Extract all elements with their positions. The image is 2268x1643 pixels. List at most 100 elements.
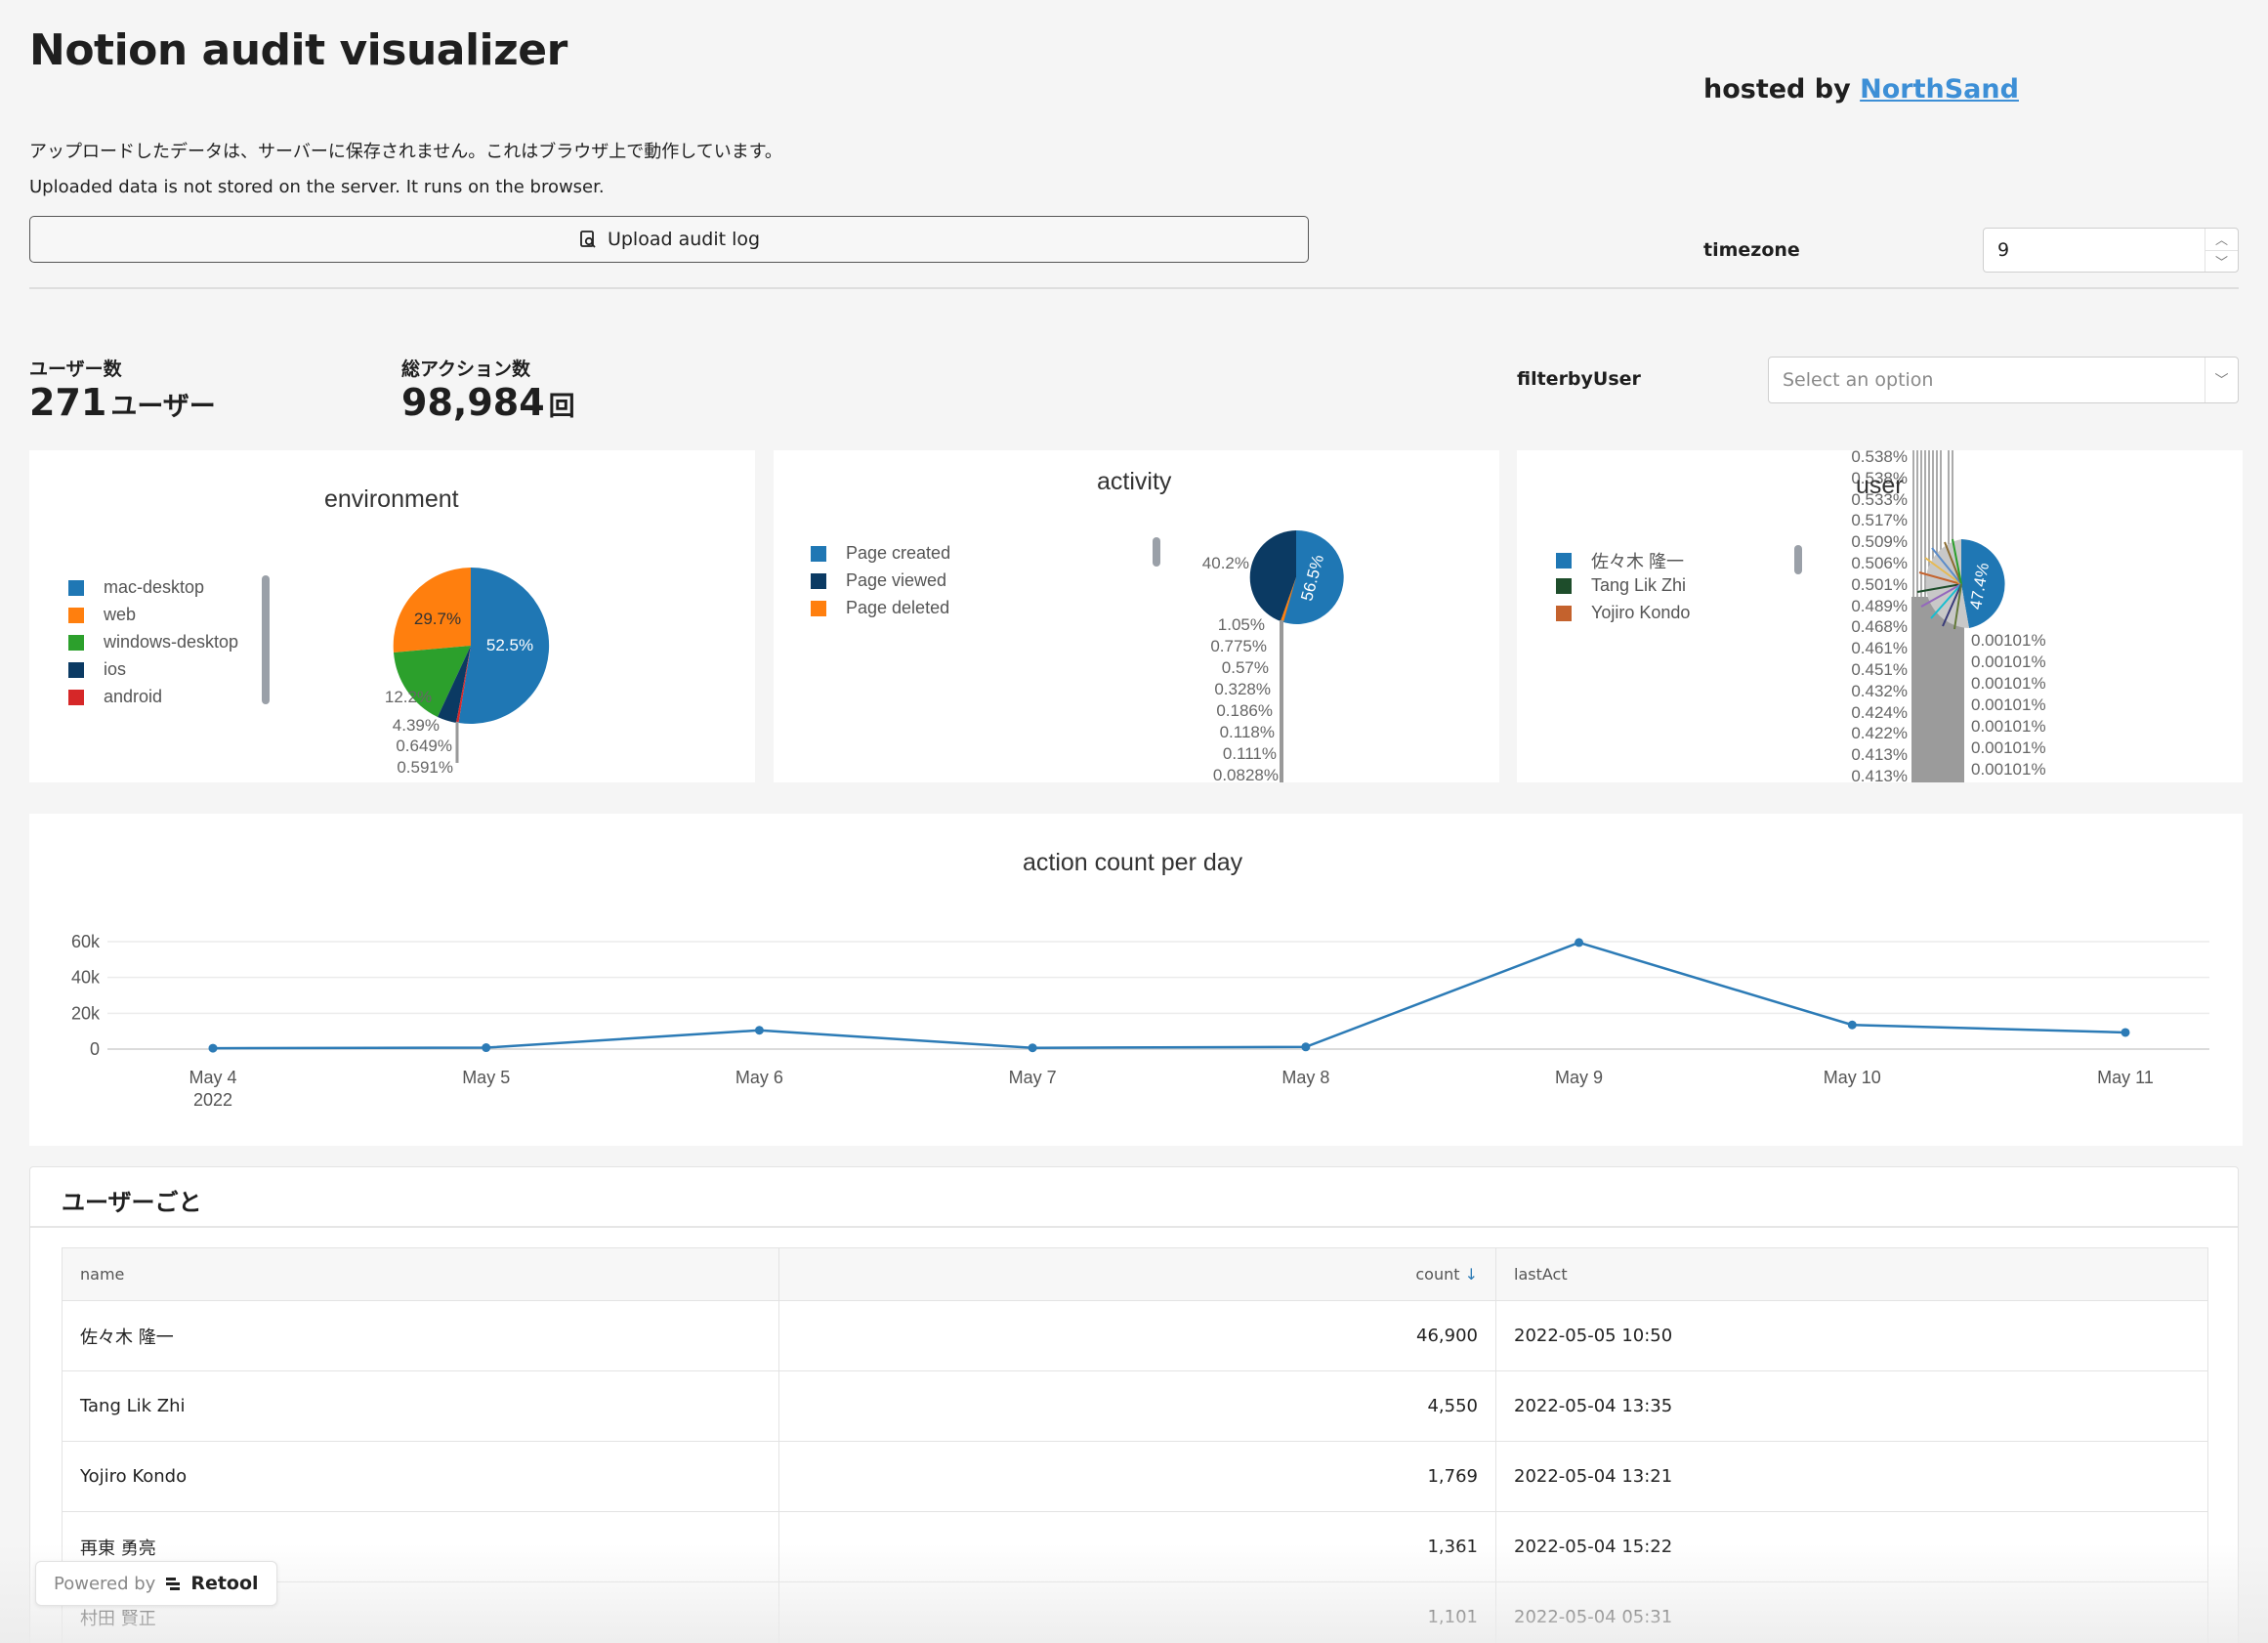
upload-audit-log-button[interactable]: Upload audit log: [29, 216, 1309, 263]
legend-swatch: [68, 661, 84, 678]
legend-label: Page viewed: [846, 570, 947, 590]
timezone-input[interactable]: 9 ︿ ﹀: [1983, 228, 2239, 273]
legend-scrollbar[interactable]: [1794, 545, 1802, 574]
outside-label: 0.591%: [397, 758, 453, 777]
chevron-down-icon[interactable]: ﹀: [2205, 358, 2238, 402]
data-point: [754, 1026, 764, 1035]
line-chart-title: action count per day: [1023, 849, 1243, 876]
section-divider: [29, 287, 2239, 289]
actions-value: 98,984: [401, 381, 545, 424]
x-tick-label: May 7: [1009, 1068, 1057, 1087]
actions-stat: 98,984 回: [401, 381, 575, 424]
legend-swatch: [68, 607, 84, 623]
legend-label: mac-desktop: [104, 577, 205, 597]
retool-logo-icon: [166, 1578, 181, 1590]
outside-label: 0.00101%: [1971, 631, 2046, 650]
filter-by-user-select[interactable]: Select an option ﹀: [1768, 357, 2239, 403]
x-year-label: 2022: [193, 1090, 232, 1110]
outside-label: 0.509%: [1851, 532, 1908, 551]
legend-scrollbar[interactable]: [262, 575, 270, 704]
series-line: [212, 941, 2126, 1050]
legend-item-page-deleted[interactable]: Page deleted: [811, 598, 949, 618]
users-value: 271: [29, 381, 107, 424]
column-header-lastact[interactable]: lastAct: [1495, 1247, 2208, 1301]
table-row[interactable]: 佐々木 隆一 46,900 2022-05-05 10:50: [62, 1300, 2208, 1371]
legend-item-mac-desktop[interactable]: mac-desktop: [68, 577, 204, 598]
legend-swatch: [68, 689, 84, 705]
file-search-icon: [580, 231, 596, 248]
data-point: [208, 1043, 218, 1053]
legend-item-user-2[interactable]: Tang Lik Zhi: [1556, 575, 1686, 596]
legend-label: Page created: [846, 543, 951, 563]
cell-lastact: 2022-05-04 13:21: [1495, 1441, 2208, 1512]
outside-label: 0.118%: [1220, 723, 1275, 741]
legend-label: android: [104, 687, 163, 706]
outside-label: 0.57%: [1222, 658, 1269, 677]
data-point: [1847, 1020, 1857, 1030]
pie-slice-mac-desktop: [458, 567, 550, 724]
table-row[interactable]: Tang Lik Zhi 4,550 2022-05-04 13:35: [62, 1370, 2208, 1442]
northsand-link[interactable]: NorthSand: [1860, 74, 2019, 105]
outside-label: 0.413%: [1851, 767, 1908, 782]
outside-label: 0.186%: [1216, 701, 1273, 720]
outside-label: 0.00101%: [1971, 695, 2046, 714]
page-title: Notion audit visualizer: [29, 25, 567, 75]
y-tick-label: 0: [90, 1039, 100, 1059]
data-point: [2121, 1028, 2130, 1037]
powered-prefix: Powered by: [54, 1573, 156, 1594]
legend-item-page-viewed[interactable]: Page viewed: [811, 570, 946, 591]
outside-label: 0.111%: [1223, 744, 1277, 763]
column-header-count[interactable]: count ↓: [778, 1247, 1496, 1301]
pie-slice-page-created: [1281, 529, 1344, 624]
legend-label: Tang Lik Zhi: [1591, 575, 1687, 595]
legend-item-ios[interactable]: ios: [68, 659, 126, 680]
notice-ja: アップロードしたデータは、サーバーに保存されません。これはブラウザ上で動作してい…: [29, 142, 782, 162]
timezone-stepper[interactable]: ︿ ﹀: [2205, 229, 2238, 272]
table-row[interactable]: 再東 勇亮 1,361 2022-05-04 15:22: [62, 1511, 2208, 1582]
data-point: [1301, 1042, 1311, 1052]
data-point: [1028, 1043, 1037, 1053]
x-tick-label: May 4: [189, 1068, 236, 1087]
legend-label: windows-desktop: [104, 632, 239, 652]
legend-item-android[interactable]: android: [68, 687, 162, 707]
legend-scrollbar[interactable]: [1153, 537, 1160, 567]
outside-label: 0.432%: [1851, 682, 1908, 700]
powered-brand: Retool: [190, 1573, 259, 1594]
chevron-down-icon[interactable]: ﹀: [2205, 249, 2238, 273]
outside-label: 1.05%: [1218, 615, 1265, 634]
legend-item-user-1[interactable]: 佐々木 隆一: [1556, 548, 1684, 573]
slice-label-web: 29.7%: [414, 610, 461, 628]
outside-label: 4.39%: [393, 716, 440, 735]
users-stat: 271 ユーザー: [29, 381, 216, 424]
sort-arrow-down-icon[interactable]: ↓: [1464, 1265, 1478, 1284]
legend-item-windows-desktop[interactable]: windows-desktop: [68, 632, 238, 653]
outside-label: 0.489%: [1851, 597, 1908, 615]
timezone-label: timezone: [1703, 239, 1800, 261]
actions-label: 総アクション数: [401, 358, 531, 380]
table-row[interactable]: 村田 賢正 1,101 2022-05-04 05:31: [62, 1581, 2208, 1643]
table-row[interactable]: Yojiro Kondo 1,769 2022-05-04 13:21: [62, 1441, 2208, 1512]
legend-label: 佐々木 隆一: [1591, 552, 1685, 571]
outside-label: 0.517%: [1851, 511, 1908, 529]
count-header-label: count: [1415, 1265, 1460, 1284]
pie-slice-user-1: [1961, 539, 2005, 628]
y-tick-label: 60k: [71, 932, 101, 951]
chevron-up-icon[interactable]: ︿: [2214, 233, 2228, 249]
table-title-divider: [30, 1226, 2238, 1228]
x-tick-label: May 5: [462, 1068, 510, 1087]
x-tick-label: May 10: [1824, 1068, 1881, 1087]
cell-lastact: 2022-05-04 05:31: [1495, 1581, 2208, 1643]
outside-label: 0.413%: [1851, 745, 1908, 764]
legend-item-page-created[interactable]: Page created: [811, 543, 950, 564]
powered-by-retool-badge[interactable]: Powered by Retool: [35, 1561, 277, 1606]
cell-lastact: 2022-05-04 15:22: [1495, 1511, 2208, 1582]
legend-item-user-3[interactable]: Yojiro Kondo: [1556, 603, 1690, 623]
data-point: [1575, 938, 1584, 948]
column-header-name[interactable]: name: [62, 1247, 779, 1301]
cell-count: 1,769: [778, 1441, 1496, 1512]
table-title: ユーザーごと: [62, 1189, 202, 1216]
slice-label-page-viewed: 40.2%: [1202, 554, 1249, 572]
environment-chart-panel: environment mac-desktop web windows-desk…: [29, 450, 755, 782]
legend-item-web[interactable]: web: [68, 605, 136, 625]
small-user-slices: [1916, 538, 1962, 630]
